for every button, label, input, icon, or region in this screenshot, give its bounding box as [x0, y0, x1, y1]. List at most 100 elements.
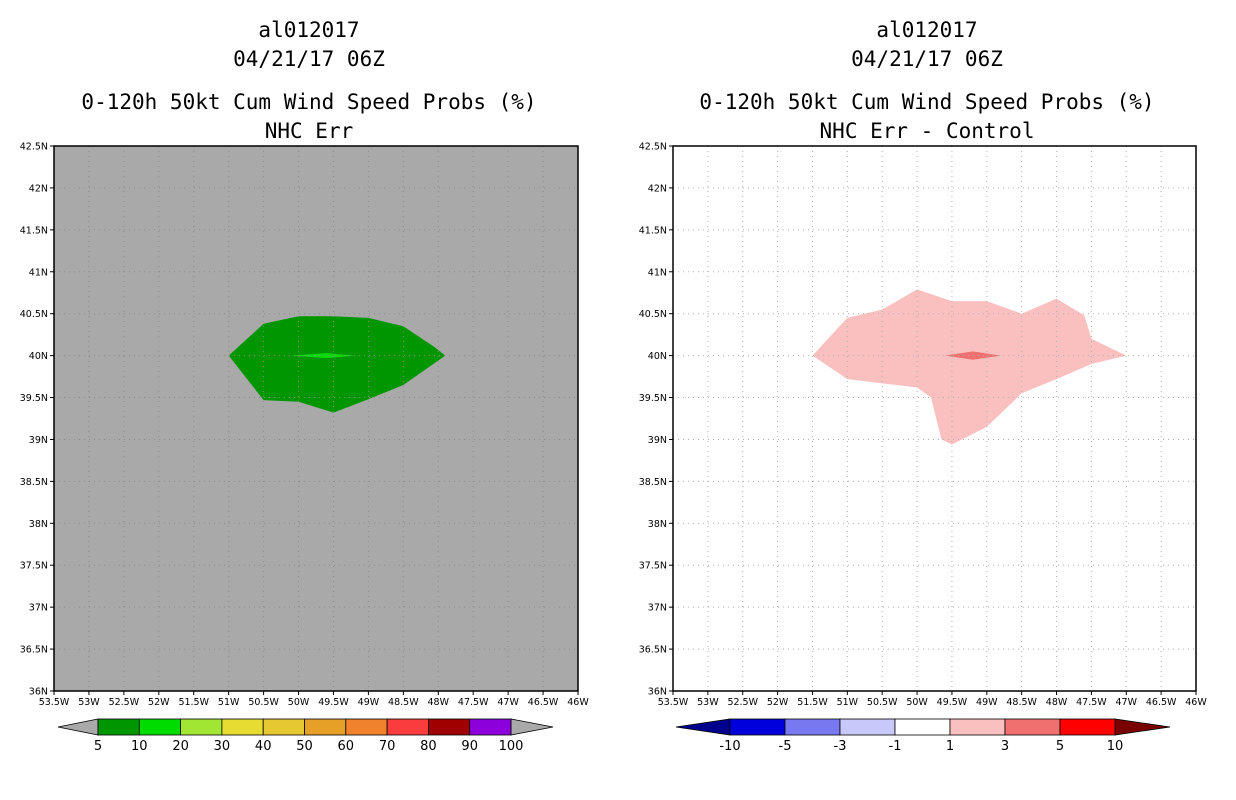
chart-2-colorbar-swatch: [839, 718, 896, 736]
chart-1-colorbar-label: 60: [338, 739, 355, 754]
chart-1-x-tick-label: 49W: [358, 697, 380, 708]
chart-1-x-tick-label: 53.5W: [39, 697, 70, 708]
chart-1-y-tick-label: 37N: [29, 603, 48, 614]
panel-1-datetime: 04/21/17 06Z: [233, 47, 385, 71]
chart-1-colorbar-swatch: [138, 718, 182, 736]
chart-2-colorbar-arrow-high: [1114, 718, 1171, 736]
chart-1-colorbar-swatch: [304, 718, 347, 736]
chart-2-y-tick-label: 37.5N: [639, 561, 667, 572]
chart-1-y-tick-label: 40.5N: [20, 309, 48, 320]
chart-2-colorbar-label: 10: [1107, 739, 1124, 754]
chart-1-colorbar-swatch: [221, 718, 264, 736]
chart-1-y-tick-label: 36N: [29, 687, 48, 698]
chart-2-colorbar-swatch: [784, 718, 841, 736]
chart-1-y-tick-label: 41.5N: [20, 225, 48, 236]
chart-2-x-tick-label: 53.5W: [658, 697, 689, 708]
chart-2-plot-area: [673, 146, 1196, 691]
chart-1-colorbar-label: 5: [94, 739, 102, 754]
chart-1-colorbar-label: 100: [499, 739, 524, 754]
chart-2-colorbar-swatch: [894, 718, 951, 736]
chart-1-x-tick-label: 52W: [148, 697, 170, 708]
chart-2-x-tick-label: 48W: [1046, 697, 1068, 708]
chart-2-colorbar-arrow-low: [675, 718, 731, 736]
chart-1-x-tick-label: 46W: [567, 697, 589, 708]
chart-2-contour-2: [945, 351, 1001, 360]
chart-1-x-tick-label: 46.5W: [528, 697, 559, 708]
chart-2-y-tick-label: 42.5N: [639, 142, 667, 153]
chart-2-colorbar-label: 3: [1001, 739, 1009, 754]
chart-2-y-tick-label: 36N: [648, 687, 667, 698]
chart-2-y-tick-label: 41N: [648, 267, 667, 278]
panel-2-storm-id: al012017: [876, 18, 978, 42]
chart-1-x-tick-label: 48.5W: [388, 697, 419, 708]
chart-2-x-tick-label: 49.5W: [937, 697, 968, 708]
chart-1-colorbar-label: 20: [172, 739, 189, 754]
chart-1-colorbar-swatch: [345, 718, 388, 736]
chart-1-y-tick-label: 36.5N: [20, 645, 48, 656]
chart-2-y-tick-label: 38.5N: [639, 477, 667, 488]
chart-2-colorbar-label: 5: [1056, 739, 1064, 754]
chart-2-x-tick-label: 52W: [767, 697, 789, 708]
chart-2-colorbar-label: 1: [946, 739, 954, 754]
chart-1-x-tick-label: 50W: [288, 697, 310, 708]
chart-1-colorbar-swatch: [469, 718, 512, 736]
chart-1-x-tick-label: 53W: [78, 697, 100, 708]
chart-2-y-tick-label: 39N: [648, 435, 667, 446]
chart-1-y-tick-label: 38.5N: [20, 477, 48, 488]
chart-1-contour-2: [291, 353, 355, 359]
chart-2-x-tick-label: 53W: [697, 697, 719, 708]
chart-1-colorbar-swatch: [427, 718, 471, 736]
chart-1-frame: [53, 145, 579, 692]
panel-2-datetime: 04/21/17 06Z: [851, 47, 1003, 71]
chart-1-colorbar-swatch: [262, 718, 305, 736]
chart-2-x-tick-label: 51.5W: [797, 697, 828, 708]
chart-2-y-tick-label: 42N: [648, 183, 667, 194]
chart-1-y-tick-label: 40N: [29, 351, 48, 362]
chart-1-colorbar-swatch: [97, 718, 140, 736]
chart-1-y-tick-label: 39.5N: [20, 393, 48, 404]
panel-1-subtitle: NHC Err: [264, 119, 354, 143]
chart-2-x-tick-label: 51W: [837, 697, 859, 708]
chart-1-colorbar-label: 70: [379, 739, 396, 754]
chart-1-colorbar-swatch: [180, 718, 223, 736]
chart-2-colorbar-label: -10: [719, 739, 740, 754]
chart-2-x-tick-label: 46W: [1185, 697, 1207, 708]
chart-1-colorbar-label: 50: [296, 739, 313, 754]
chart-1-colorbar-label: 80: [420, 739, 437, 754]
chart-2-x-tick-label: 47.5W: [1076, 697, 1107, 708]
chart-2-y-tick-label: 40.5N: [639, 309, 667, 320]
chart-1-colorbar-label: 40: [255, 739, 272, 754]
chart-2-frame: [672, 145, 1197, 692]
chart-2-y-tick-label: 41.5N: [639, 225, 667, 236]
chart-1-colorbar-swatch: [386, 718, 429, 736]
chart-2-colorbar-swatch: [729, 718, 786, 736]
chart-2-x-tick-label: 48.5W: [1006, 697, 1037, 708]
chart-2-colorbar-label: -3: [834, 739, 847, 754]
chart-1-y-tick-label: 42.5N: [20, 142, 48, 153]
panel-1-product-title: 0-120h 50kt Cum Wind Speed Probs (%): [81, 90, 537, 114]
chart-1-x-tick-label: 51W: [218, 697, 240, 708]
chart-1-contour-1: [228, 316, 446, 413]
chart-2-x-tick-label: 46.5W: [1146, 697, 1177, 708]
chart-1-y-tick-label: 41N: [29, 267, 48, 278]
panel-2-product-title: 0-120h 50kt Cum Wind Speed Probs (%): [699, 90, 1155, 114]
chart-1-colorbar-arrow-low: [57, 718, 99, 736]
chart-2-x-tick-label: 50.5W: [867, 697, 898, 708]
chart-1-y-tick-label: 37.5N: [20, 561, 48, 572]
panel-2-subtitle: NHC Err - Control: [819, 119, 1035, 143]
chart-2-y-tick-label: 38N: [648, 519, 667, 530]
chart-1-x-tick-label: 49.5W: [318, 697, 349, 708]
chart-2-contour-1: [812, 289, 1127, 445]
chart-1-y-tick-label: 42N: [29, 183, 48, 194]
chart-2-y-tick-label: 40N: [648, 351, 667, 362]
chart-2-y-tick-label: 37N: [648, 603, 667, 614]
chart-1-x-tick-label: 51.5W: [178, 697, 209, 708]
chart-1-colorbar-label: 30: [214, 739, 231, 754]
chart-2-colorbar-swatch: [1059, 718, 1116, 736]
chart-1-x-tick-label: 47.5W: [458, 697, 489, 708]
chart-1-y-tick-label: 38N: [29, 519, 48, 530]
chart-2-x-tick-label: 49W: [976, 697, 998, 708]
chart-1-colorbar-label: 10: [131, 739, 148, 754]
chart-2-x-tick-label: 47W: [1116, 697, 1138, 708]
